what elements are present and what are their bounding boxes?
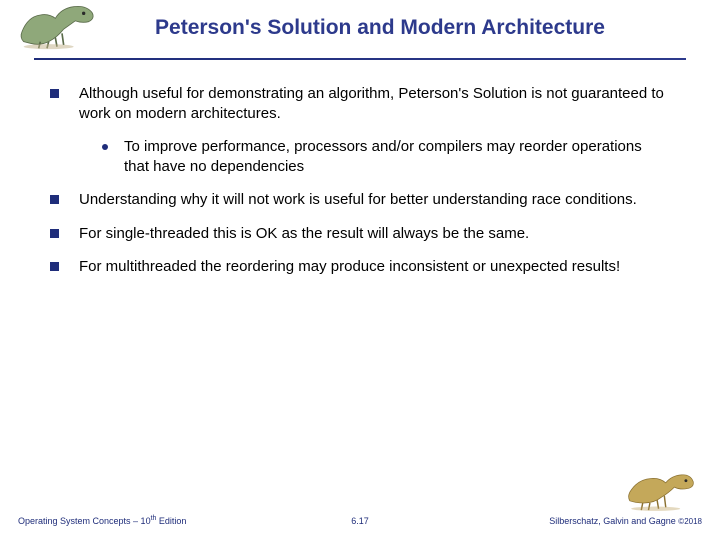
bullet-item: For single-threaded this is OK as the re…	[50, 224, 670, 244]
left-margin	[0, 60, 24, 496]
dot-bullet-icon	[102, 144, 108, 150]
footer-book-title: Operating System Concepts – 10	[18, 516, 151, 526]
sub-bullet-text: To improve performance, processors and/o…	[124, 137, 670, 176]
slide-header: Peterson's Solution and Modern Architect…	[0, 0, 720, 56]
slide-footer: Operating System Concepts – 10th Edition…	[0, 500, 720, 528]
sub-bullet-item: To improve performance, processors and/o…	[102, 137, 670, 176]
bullet-text: For multithreaded the reordering may pro…	[79, 257, 620, 277]
bullet-text: For single-threaded this is OK as the re…	[79, 224, 529, 244]
bullet-item: For multithreaded the reordering may pro…	[50, 257, 670, 277]
footer-edition-suffix: Edition	[156, 516, 186, 526]
footer-authors: Silberschatz, Galvin and Gagne	[549, 516, 678, 526]
bullet-text: Although useful for demonstrating an alg…	[79, 84, 670, 123]
bullet-item: Although useful for demonstrating an alg…	[50, 84, 670, 123]
bullet-item: Understanding why it will not work is us…	[50, 190, 670, 210]
slide-title: Peterson's Solution and Modern Architect…	[0, 12, 720, 42]
dinosaur-logo-top	[12, 0, 102, 50]
bullet-text: Understanding why it will not work is us…	[79, 190, 637, 210]
footer-copyright: ©2018	[678, 517, 702, 526]
square-bullet-icon	[50, 195, 59, 204]
footer-left: Operating System Concepts – 10th Edition	[18, 515, 186, 526]
slide-body: Although useful for demonstrating an alg…	[0, 60, 720, 277]
square-bullet-icon	[50, 89, 59, 98]
footer-right: Silberschatz, Galvin and Gagne ©2018	[549, 516, 702, 526]
footer-page-number: 6.17	[351, 516, 369, 526]
square-bullet-icon	[50, 229, 59, 238]
square-bullet-icon	[50, 262, 59, 271]
